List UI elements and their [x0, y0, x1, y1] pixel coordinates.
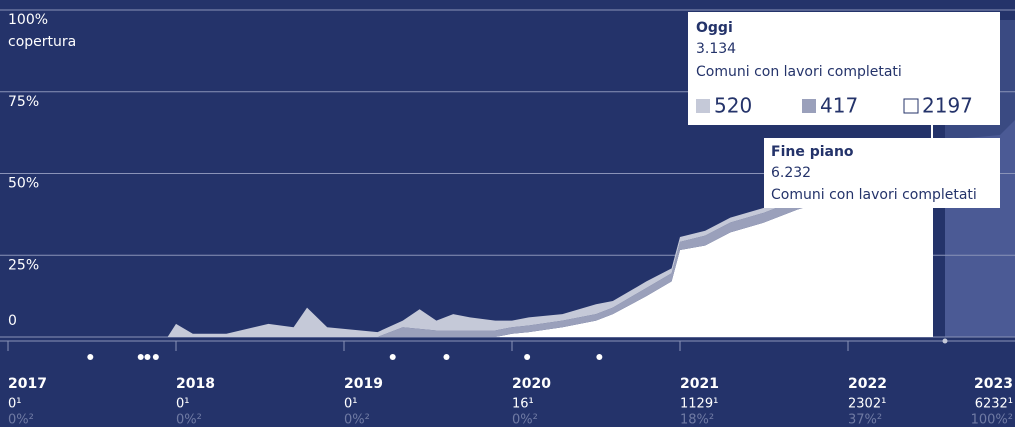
year-count: 1129¹: [680, 397, 718, 412]
tooltip-today: Oggi 3.134 Comuni con lavori completati 520…: [688, 12, 1000, 125]
tooltip-title: Oggi: [696, 20, 733, 36]
tooltip-title: Fine piano: [771, 144, 854, 160]
year-count: 6232¹: [975, 397, 1013, 412]
legend-value: 417: [820, 94, 858, 118]
year-pct: 0%²: [344, 413, 370, 427]
year-label: 2022: [848, 376, 887, 392]
legend-value: 520: [714, 94, 752, 118]
year-label: 2017: [8, 376, 47, 392]
year-pct: 18%²: [680, 413, 714, 427]
event-dot: [144, 354, 151, 360]
area: [8, 170, 932, 337]
year-pct: 100%²: [971, 413, 1013, 427]
tooltip-value: 6.232: [771, 165, 811, 181]
tooltip-value: 3.134: [696, 41, 736, 57]
year-pct: 37%²: [848, 413, 882, 427]
year-count: 16¹: [512, 397, 534, 412]
y-axis-label: copertura: [8, 34, 76, 50]
legend-swatch: [696, 99, 710, 113]
year-pct: 0%²: [8, 413, 34, 427]
event-dot: [524, 354, 531, 360]
y-tick-label: 50%: [8, 176, 39, 192]
year-count: 0¹: [344, 397, 357, 412]
year-count: 2302¹: [848, 397, 886, 412]
y-tick-label: 25%: [8, 257, 39, 273]
y-tick-label: 100%: [8, 12, 48, 28]
year-label: 2023: [974, 376, 1013, 392]
event-dot: [596, 354, 603, 360]
legend-swatch: [903, 98, 919, 114]
legend-value: 2197: [922, 94, 973, 118]
today-dot: [942, 338, 948, 344]
legend-swatch: [802, 99, 816, 113]
tooltip-end: Fine piano 6.232 Comuni con lavori complet…: [764, 138, 1000, 208]
year-count: 0¹: [8, 397, 21, 412]
event-dot: [389, 354, 396, 360]
tooltip-caption: Comuni con lavori completati: [771, 187, 977, 203]
y-tick-label: 75%: [8, 94, 39, 110]
event-dot: [137, 354, 144, 360]
year-pct: 0%²: [512, 413, 538, 427]
event-dot: [443, 354, 450, 360]
year-pct: 0%²: [176, 413, 202, 427]
event-dot: [87, 354, 94, 360]
event-dot: [152, 354, 159, 360]
y-tick-label: 0: [8, 313, 17, 329]
tooltip-box: [764, 138, 1000, 208]
year-count: 0¹: [176, 397, 189, 412]
tooltip-caption: Comuni con lavori completati: [696, 64, 902, 80]
year-label: 2018: [176, 376, 215, 392]
year-label: 2020: [512, 376, 551, 392]
year-label: 2021: [680, 376, 719, 392]
year-label: 2019: [344, 376, 383, 392]
tooltip-box: [688, 12, 1000, 125]
